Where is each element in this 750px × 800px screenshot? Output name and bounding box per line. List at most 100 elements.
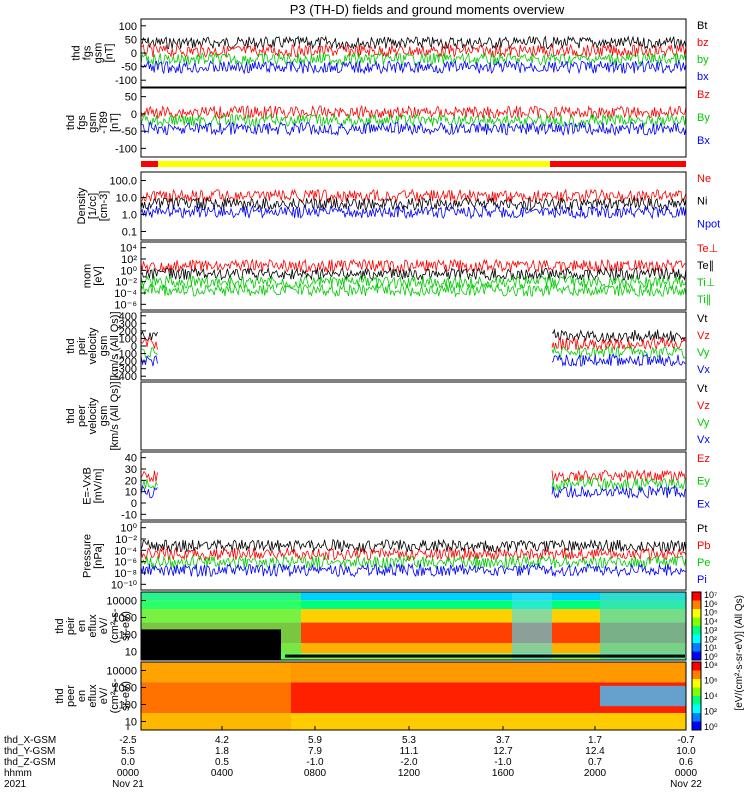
ylabel-line: fgs bbox=[76, 115, 88, 130]
xaxis-value: 12.4 bbox=[585, 746, 605, 757]
colorbar-tick: 10⁶ bbox=[704, 599, 718, 609]
ylabel-line: (cm²-s- bbox=[109, 608, 121, 643]
series-Vt bbox=[551, 328, 686, 343]
series-Npot bbox=[141, 204, 686, 220]
ylabel: Pressure[nPa] bbox=[82, 534, 105, 578]
panel-peer_spec: 10000 1000 100 10 thdpeerenefluxeV/(cm²-s-sr… bbox=[54, 660, 718, 732]
legend-Ne: Ne bbox=[697, 173, 711, 185]
xaxis-value: -0.7 bbox=[677, 735, 695, 746]
colorbar-step bbox=[692, 670, 701, 680]
plot-area bbox=[141, 328, 686, 367]
ylabel: thdpeervelocitygsm[km/s (All Qs)] bbox=[65, 381, 121, 450]
plot-area bbox=[141, 538, 686, 578]
ylabel-line: mom bbox=[82, 264, 94, 288]
panel-fgs_dev: 50 0 -50 -100 thdfgsgsm-T89[nT] Bz By Bx bbox=[65, 87, 710, 158]
ylabel-line: peir bbox=[76, 336, 88, 355]
ytick-label: -10 bbox=[121, 509, 137, 521]
legend-Te∥: Te∥ bbox=[697, 260, 714, 272]
ytick-label: 10² bbox=[121, 254, 137, 266]
xaxis-value: 1600 bbox=[492, 768, 515, 779]
xaxis-value: 5.9 bbox=[308, 735, 322, 746]
xaxis-value: -2.5 bbox=[119, 735, 137, 746]
series-Ni bbox=[141, 196, 686, 212]
ylabel-line: peer bbox=[65, 685, 77, 707]
series-By bbox=[141, 112, 686, 128]
legend-Ni: Ni bbox=[697, 196, 707, 208]
panel-frame bbox=[140, 241, 687, 311]
ylabel-line: Density bbox=[76, 187, 88, 224]
ylabel-line: thd bbox=[65, 338, 77, 353]
spec-region bbox=[600, 685, 686, 707]
ytick-label: 1000 bbox=[113, 683, 137, 695]
series-Ez bbox=[551, 469, 686, 483]
xaxis-value: 2000 bbox=[584, 768, 607, 779]
ytick-label: 200 bbox=[119, 326, 137, 338]
legend-Pe: Pe bbox=[697, 557, 710, 569]
legend-Vt: Vt bbox=[697, 313, 707, 325]
colorbar-step bbox=[692, 721, 701, 731]
legend-Bt: Bt bbox=[697, 20, 707, 32]
series-Pb bbox=[141, 546, 686, 562]
xaxis-value: 3.7 bbox=[496, 735, 510, 746]
panel-peer_vel: thdpeervelocitygsm[km/s (All Qs)] Vt Vz Vy V… bbox=[65, 381, 710, 450]
colorbar-tick: 10¹ bbox=[704, 643, 717, 653]
panel-frame bbox=[140, 311, 687, 381]
series-Vy bbox=[141, 347, 158, 358]
spec-band bbox=[141, 643, 686, 654]
ytick-label: 10⁻⁶ bbox=[114, 557, 137, 569]
ytick-label: 10⁻² bbox=[115, 534, 137, 546]
ylabel-line: sr-eV) bbox=[120, 611, 132, 641]
legend-Pb: Pb bbox=[697, 540, 710, 552]
legend-Vz: Vz bbox=[697, 330, 710, 342]
ytick-label: -100 bbox=[115, 75, 137, 87]
ytick-label: 100.0 bbox=[109, 176, 137, 188]
series-Ti⊥ bbox=[141, 274, 686, 290]
ylabel-line: gsm bbox=[93, 43, 105, 64]
xaxis-row-label: thd_Z-GSM bbox=[4, 757, 56, 768]
legend-Npot: Npot bbox=[697, 218, 720, 230]
ytick-label: 20 bbox=[125, 475, 137, 487]
series-Te∥ bbox=[141, 266, 686, 281]
series-bx bbox=[141, 59, 686, 75]
series-by bbox=[141, 51, 686, 67]
xaxis-value: 0.6 bbox=[679, 757, 693, 768]
panel-frame bbox=[140, 171, 687, 241]
ytick-label: 10000 bbox=[106, 666, 137, 678]
colorbar-tick: 10⁵ bbox=[704, 608, 718, 618]
ytick-label: 0 bbox=[131, 109, 137, 121]
xaxis-row-label: thd_X-GSM bbox=[4, 735, 56, 746]
colorbar-step bbox=[692, 609, 701, 618]
colorbar-step bbox=[692, 600, 701, 610]
spec-fill bbox=[141, 629, 281, 660]
legend-Bx: Bx bbox=[697, 135, 710, 147]
colorbar-tick: 10³ bbox=[704, 625, 717, 635]
ytick-label: -100 bbox=[115, 143, 137, 155]
panel-frame bbox=[140, 381, 687, 451]
ytick-label: 1.0 bbox=[122, 210, 137, 222]
colorbar-step bbox=[692, 592, 701, 601]
series-Ne bbox=[141, 188, 686, 204]
series-Ex bbox=[141, 485, 158, 499]
legend-Ey: Ey bbox=[697, 476, 710, 488]
colorbar-tick: 10⁰ bbox=[704, 652, 718, 662]
colorbar-tick: 10⁸ bbox=[704, 660, 718, 670]
ylabel-line: thd bbox=[65, 408, 77, 423]
xaxis-value: 0000 bbox=[117, 768, 140, 779]
plot-area bbox=[141, 662, 686, 730]
xaxis-value: 1.8 bbox=[215, 746, 229, 757]
colorbar-tick: 10⁰ bbox=[704, 722, 718, 732]
ytick-label: 100 bbox=[119, 21, 137, 33]
legend-Pi: Pi bbox=[697, 574, 707, 586]
ytick-label: -100 bbox=[115, 349, 137, 361]
panel-frame bbox=[140, 591, 687, 661]
colorbar-tick: 10² bbox=[704, 634, 717, 644]
ylabel-line: E=-VxB bbox=[82, 467, 94, 505]
xaxis-value: -1.0 bbox=[306, 757, 324, 768]
series-Vt bbox=[141, 330, 158, 341]
xaxis-value: -1.0 bbox=[494, 757, 512, 768]
plot-area bbox=[141, 35, 686, 75]
